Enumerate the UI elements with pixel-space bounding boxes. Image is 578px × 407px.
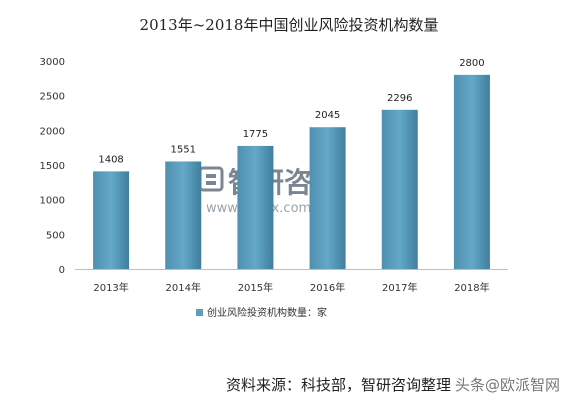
bar	[93, 171, 130, 269]
y-tick-label: 0	[59, 265, 65, 276]
x-tick-label: 2013年	[93, 281, 128, 294]
y-tick-label: 2000	[40, 126, 65, 137]
legend-swatch	[196, 309, 203, 316]
source-note: 资料来源：科技部，智研咨询整理 头条@欧派智网	[226, 374, 564, 395]
legend: 创业风险投资机构数量：家	[196, 306, 327, 319]
data-label: 2800	[459, 58, 484, 69]
y-tick-label: 3000	[40, 57, 65, 68]
overlay-text: 头条@欧派智网	[454, 376, 560, 394]
data-label: 1408	[98, 154, 123, 165]
bars: 1408 1551 1775 2045 2296 2800	[93, 58, 490, 269]
x-tick-label: 2017年	[382, 281, 417, 294]
chart-title: 2013年~2018年中国创业风险投资机构数量	[140, 16, 439, 34]
data-label: 1775	[243, 129, 268, 140]
bar	[165, 161, 202, 269]
bar	[237, 145, 274, 269]
y-tick-label: 1500	[40, 161, 65, 172]
bar	[381, 109, 418, 269]
x-tick-label: 2018年	[454, 281, 489, 294]
legend-label: 创业风险投资机构数量：家	[207, 306, 327, 319]
bar	[453, 74, 490, 269]
data-label: 2045	[315, 110, 340, 121]
x-tick-label: 2015年	[238, 281, 273, 294]
bar	[309, 127, 346, 269]
y-tick-label: 2500	[40, 92, 65, 103]
x-tick-label: 2014年	[166, 281, 201, 294]
y-tick-label: 500	[46, 230, 65, 241]
source-text: 资料来源：科技部，智研咨询整理	[225, 376, 451, 394]
axes: 0 500 1000 1500 2000 2500 3000 2013年 2014年 2015年 2…	[40, 57, 508, 294]
data-label: 1551	[171, 144, 196, 155]
y-tick-label: 1000	[40, 196, 65, 207]
watermark-logo-icon	[198, 166, 224, 192]
x-tick-label: 2016年	[310, 281, 345, 294]
data-label: 2296	[387, 93, 412, 104]
